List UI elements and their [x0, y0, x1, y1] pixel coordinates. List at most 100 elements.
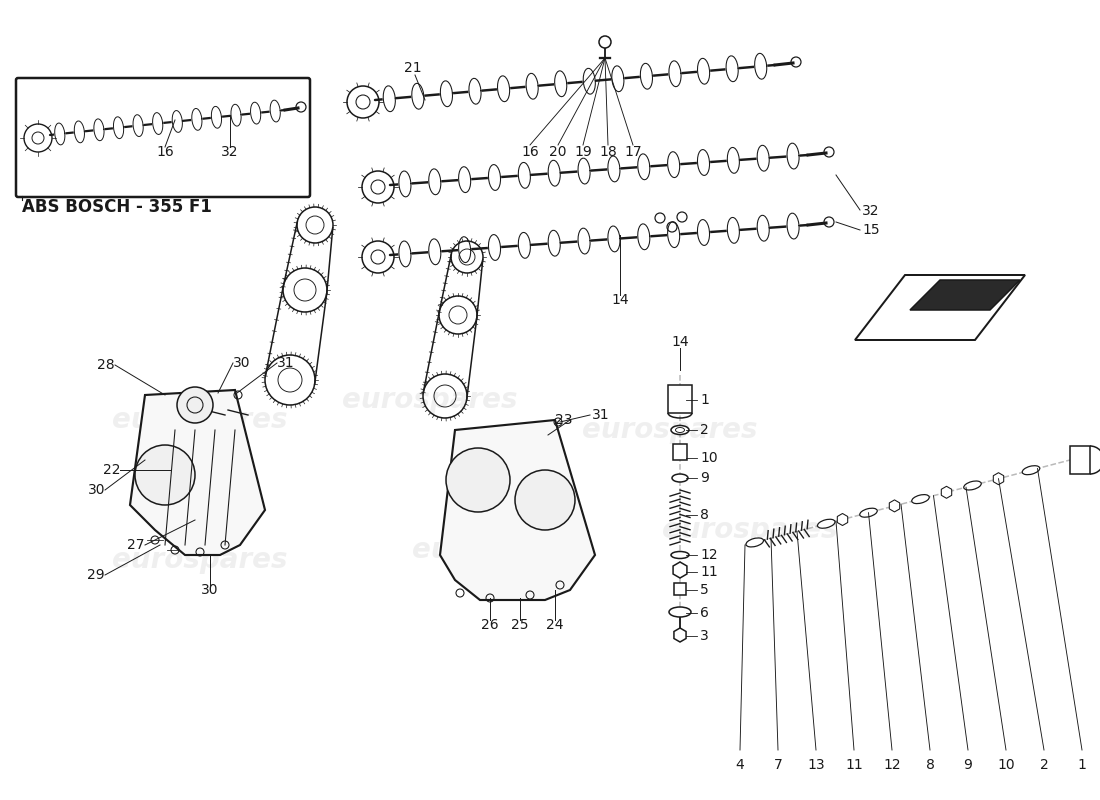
Ellipse shape — [817, 519, 835, 528]
Text: 23: 23 — [556, 413, 572, 427]
Polygon shape — [889, 500, 900, 512]
Text: 9: 9 — [964, 758, 972, 772]
Polygon shape — [608, 226, 620, 252]
Ellipse shape — [860, 508, 878, 517]
Polygon shape — [399, 241, 411, 267]
Polygon shape — [554, 71, 566, 97]
Polygon shape — [757, 146, 769, 171]
Text: 6: 6 — [700, 606, 708, 620]
Ellipse shape — [671, 426, 689, 434]
Text: eurospares: eurospares — [112, 546, 288, 574]
Polygon shape — [133, 114, 143, 137]
Polygon shape — [497, 76, 509, 102]
Polygon shape — [440, 420, 595, 600]
Polygon shape — [727, 147, 739, 174]
Polygon shape — [459, 166, 471, 193]
Text: 10: 10 — [700, 451, 717, 465]
Text: 27: 27 — [128, 538, 145, 552]
Text: 15: 15 — [862, 223, 880, 237]
Polygon shape — [488, 234, 501, 261]
Circle shape — [177, 387, 213, 423]
Polygon shape — [271, 100, 281, 122]
Text: 3: 3 — [700, 629, 708, 643]
Text: 12: 12 — [883, 758, 901, 772]
Polygon shape — [518, 162, 530, 188]
Text: 4: 4 — [736, 758, 745, 772]
Text: 2: 2 — [1040, 758, 1048, 772]
Polygon shape — [608, 156, 620, 182]
Text: 12: 12 — [700, 548, 717, 562]
Polygon shape — [469, 78, 481, 104]
Polygon shape — [548, 160, 560, 186]
Text: 25: 25 — [512, 618, 529, 632]
Ellipse shape — [671, 551, 689, 558]
Polygon shape — [697, 58, 710, 84]
Bar — [668, 385, 692, 413]
Polygon shape — [75, 121, 85, 143]
Polygon shape — [399, 171, 411, 197]
Polygon shape — [1070, 446, 1090, 474]
Text: 26: 26 — [481, 618, 498, 632]
Text: 10: 10 — [998, 758, 1015, 772]
Text: 7: 7 — [773, 758, 782, 772]
Polygon shape — [459, 237, 471, 262]
Text: 13: 13 — [807, 758, 825, 772]
Polygon shape — [153, 113, 163, 134]
Text: 21: 21 — [404, 61, 421, 75]
Text: 30: 30 — [233, 356, 251, 370]
Text: 29: 29 — [87, 568, 104, 582]
Text: 28: 28 — [98, 358, 116, 372]
Text: 30: 30 — [201, 583, 219, 597]
Polygon shape — [94, 119, 104, 141]
Ellipse shape — [746, 538, 763, 547]
Polygon shape — [786, 213, 799, 239]
Text: 24: 24 — [547, 618, 563, 632]
Circle shape — [446, 448, 510, 512]
Text: 5: 5 — [700, 583, 708, 597]
Polygon shape — [786, 143, 799, 169]
Polygon shape — [910, 280, 1020, 310]
Polygon shape — [942, 486, 952, 498]
Ellipse shape — [912, 494, 930, 503]
Polygon shape — [55, 123, 65, 145]
Polygon shape — [411, 83, 424, 110]
Polygon shape — [113, 117, 123, 138]
Bar — [674, 583, 686, 595]
Text: 14: 14 — [612, 293, 629, 307]
Text: 20: 20 — [549, 145, 566, 159]
Text: 2: 2 — [700, 423, 708, 437]
Polygon shape — [191, 109, 202, 130]
Polygon shape — [638, 154, 650, 180]
Polygon shape — [526, 74, 538, 99]
Text: 31: 31 — [592, 408, 609, 422]
Text: eurospares: eurospares — [342, 386, 518, 414]
Text: 1: 1 — [700, 393, 708, 407]
Polygon shape — [669, 61, 681, 86]
Polygon shape — [837, 514, 848, 526]
Polygon shape — [640, 63, 652, 90]
Text: 11: 11 — [700, 565, 717, 579]
Text: eurospares: eurospares — [412, 536, 587, 564]
Polygon shape — [755, 54, 767, 79]
Polygon shape — [674, 628, 686, 642]
Polygon shape — [993, 473, 1003, 485]
Ellipse shape — [672, 474, 688, 482]
Polygon shape — [251, 102, 261, 124]
Text: 22: 22 — [102, 463, 120, 477]
Ellipse shape — [1022, 466, 1040, 474]
Polygon shape — [578, 158, 590, 184]
Text: 8: 8 — [925, 758, 934, 772]
Text: 17: 17 — [624, 145, 641, 159]
Text: eurospares: eurospares — [582, 416, 758, 444]
Text: 19: 19 — [574, 145, 592, 159]
Polygon shape — [697, 219, 710, 246]
Polygon shape — [231, 104, 241, 126]
Text: 11: 11 — [845, 758, 862, 772]
Ellipse shape — [964, 481, 981, 490]
Text: ABS BOSCH - 355 F1: ABS BOSCH - 355 F1 — [22, 198, 212, 216]
Polygon shape — [638, 224, 650, 250]
Polygon shape — [726, 56, 738, 82]
Circle shape — [600, 36, 610, 48]
Polygon shape — [668, 152, 680, 178]
Polygon shape — [578, 228, 590, 254]
